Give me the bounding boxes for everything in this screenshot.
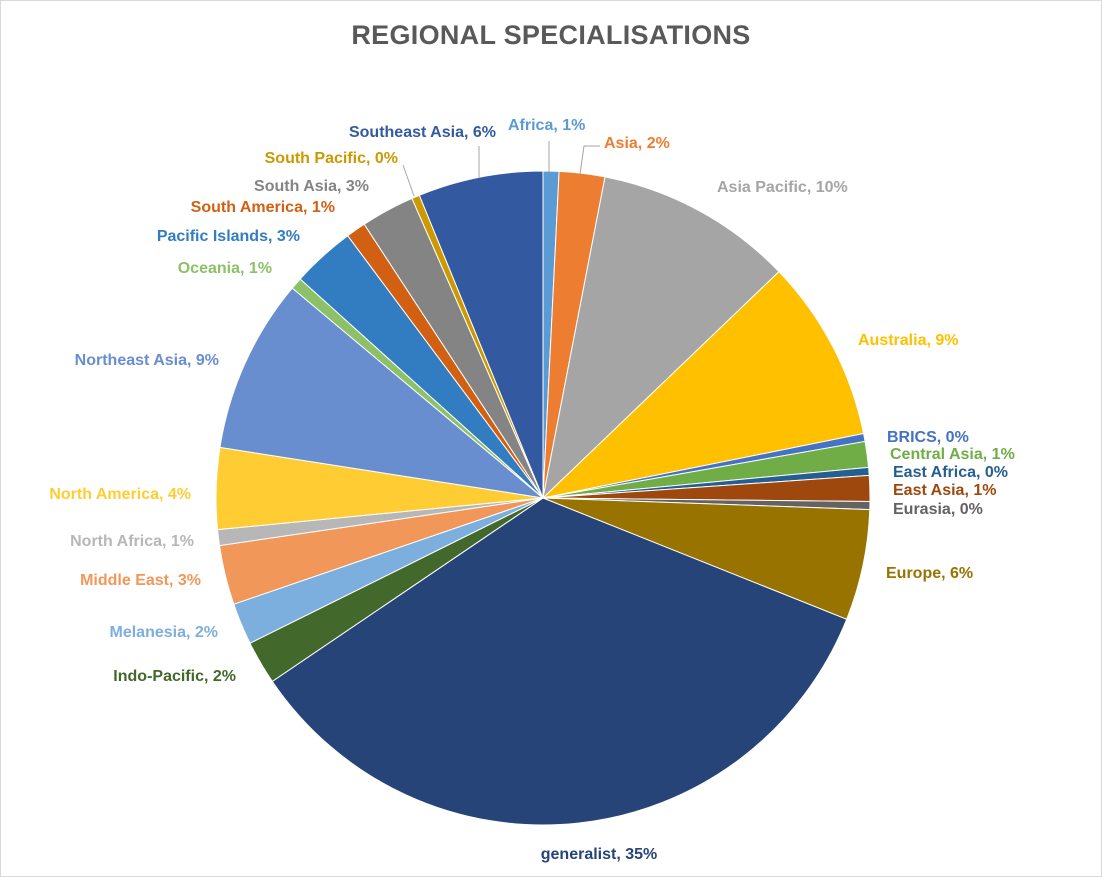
data-label-generalist: generalist, 35%: [541, 846, 658, 863]
data-label-south-america: South America, 1%: [191, 199, 335, 216]
leader-lines: [402, 141, 600, 197]
data-label-indo-pacific: Indo-Pacific, 2%: [113, 668, 236, 685]
data-label-northeast-asia: Northeast Asia, 9%: [75, 352, 219, 369]
data-label-central-asia: Central Asia, 1%: [890, 446, 1015, 463]
data-label-north-america: North America, 4%: [49, 486, 191, 503]
data-label-east-asia: East Asia, 1%: [893, 482, 996, 499]
chart-title: REGIONAL SPECIALISATIONS: [351, 20, 751, 50]
data-label-oceania: Oceania, 1%: [178, 260, 272, 277]
pie-slice-generalist: [271, 497, 848, 826]
pie-slices: [215, 170, 871, 826]
data-label-pacific-islands: Pacific Islands, 3%: [157, 228, 300, 245]
data-label-melanesia: Melanesia, 2%: [110, 624, 219, 641]
data-label-south-pacific: South Pacific, 0%: [265, 150, 398, 167]
data-label-africa: Africa, 1%: [508, 117, 585, 134]
data-labels: Africa, 1% Asia, 2% Asia Pacific, 10% Austr…: [49, 117, 1014, 863]
pie-slice-asia-pacific: [542, 176, 780, 500]
data-label-middle-east: Middle East, 3%: [80, 572, 201, 589]
data-label-asia-pacific: Asia Pacific, 10%: [717, 179, 848, 196]
data-label-east-africa: East Africa, 0%: [893, 464, 1008, 481]
pie-slice-australia: [541, 270, 865, 499]
leader-line-asia: [579, 145, 600, 175]
data-label-europe: Europe, 6%: [886, 565, 973, 582]
data-label-australia: Australia, 9%: [858, 332, 958, 349]
leader-line-south-pacific: [402, 164, 415, 197]
data-label-brics: BRICS, 0%: [887, 429, 969, 446]
data-label-north-africa: North Africa, 1%: [70, 533, 194, 550]
data-label-southeast-asia: Southeast Asia, 6%: [349, 124, 496, 141]
data-label-south-asia: South Asia, 3%: [254, 178, 369, 195]
pie-slice-northeast-asia: [219, 287, 545, 499]
pie-slice-southeast-asia: [418, 170, 544, 499]
data-label-asia: Asia, 2%: [604, 135, 670, 152]
data-label-eurasia: Eurasia, 0%: [893, 501, 983, 518]
